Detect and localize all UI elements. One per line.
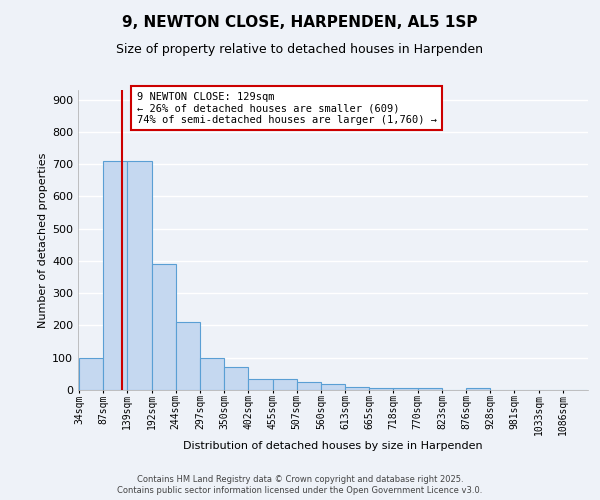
Bar — [224, 368, 248, 390]
X-axis label: Distribution of detached houses by size in Harpenden: Distribution of detached houses by size … — [183, 441, 483, 451]
Text: Contains public sector information licensed under the Open Government Licence v3: Contains public sector information licen… — [118, 486, 482, 495]
Bar — [466, 388, 490, 390]
Y-axis label: Number of detached properties: Number of detached properties — [38, 152, 48, 328]
Bar — [297, 382, 321, 390]
Bar — [369, 388, 394, 390]
Text: Size of property relative to detached houses in Harpenden: Size of property relative to detached ho… — [116, 42, 484, 56]
Text: 9 NEWTON CLOSE: 129sqm
← 26% of detached houses are smaller (609)
74% of semi-de: 9 NEWTON CLOSE: 129sqm ← 26% of detached… — [137, 92, 437, 124]
Bar — [272, 378, 297, 390]
Text: 9, NEWTON CLOSE, HARPENDEN, AL5 1SP: 9, NEWTON CLOSE, HARPENDEN, AL5 1SP — [122, 15, 478, 30]
Bar — [321, 384, 345, 390]
Bar — [127, 161, 152, 390]
Bar — [248, 378, 272, 390]
Bar — [200, 358, 224, 390]
Bar — [345, 387, 369, 390]
Bar — [394, 388, 418, 390]
Bar — [152, 264, 176, 390]
Bar — [418, 388, 442, 390]
Bar — [176, 322, 200, 390]
Text: Contains HM Land Registry data © Crown copyright and database right 2025.: Contains HM Land Registry data © Crown c… — [137, 475, 463, 484]
Bar — [79, 358, 103, 390]
Bar — [103, 161, 127, 390]
